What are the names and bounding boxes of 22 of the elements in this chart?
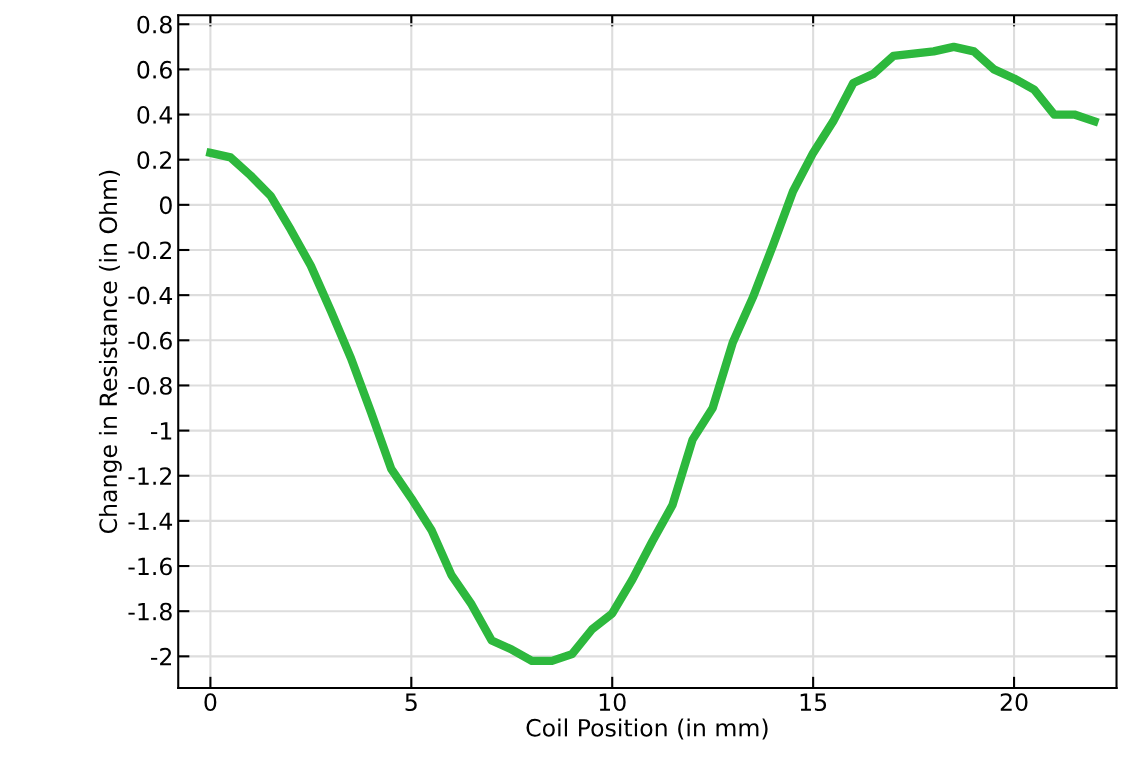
y-axis-title: Change in Resistance (in Ohm) bbox=[98, 170, 122, 534]
x-tick-label: 20 bbox=[1000, 693, 1028, 712]
x-tick-label: 5 bbox=[405, 693, 417, 712]
y-tick-label: -1.2 bbox=[128, 467, 172, 485]
y-tick-label: -1.6 bbox=[128, 557, 172, 576]
x-tick-label: 10 bbox=[599, 693, 626, 712]
x-tick-label: 0 bbox=[204, 693, 217, 712]
y-tick-label: -0.4 bbox=[128, 286, 173, 305]
y-tick-label: 0.2 bbox=[137, 151, 172, 169]
y-tick-label: -0.6 bbox=[128, 331, 172, 350]
y-tick-label: -0.2 bbox=[128, 241, 172, 260]
y-tick-label: -1.8 bbox=[128, 602, 172, 621]
x-tick-label: 15 bbox=[800, 693, 827, 712]
x-axis-title: Coil Position (in mm) bbox=[526, 718, 768, 740]
y-tick-label: -0.8 bbox=[128, 376, 172, 395]
y-tick-label: 0.6 bbox=[137, 60, 172, 79]
y-tick-label: 0.8 bbox=[137, 15, 172, 34]
y-tick-label: -1.4 bbox=[128, 512, 173, 530]
y-tick-label: -2 bbox=[150, 647, 172, 666]
y-tick-label: 0 bbox=[159, 196, 172, 215]
y-tick-label: -1 bbox=[150, 422, 172, 440]
y-tick-label: 0.4 bbox=[137, 105, 173, 124]
